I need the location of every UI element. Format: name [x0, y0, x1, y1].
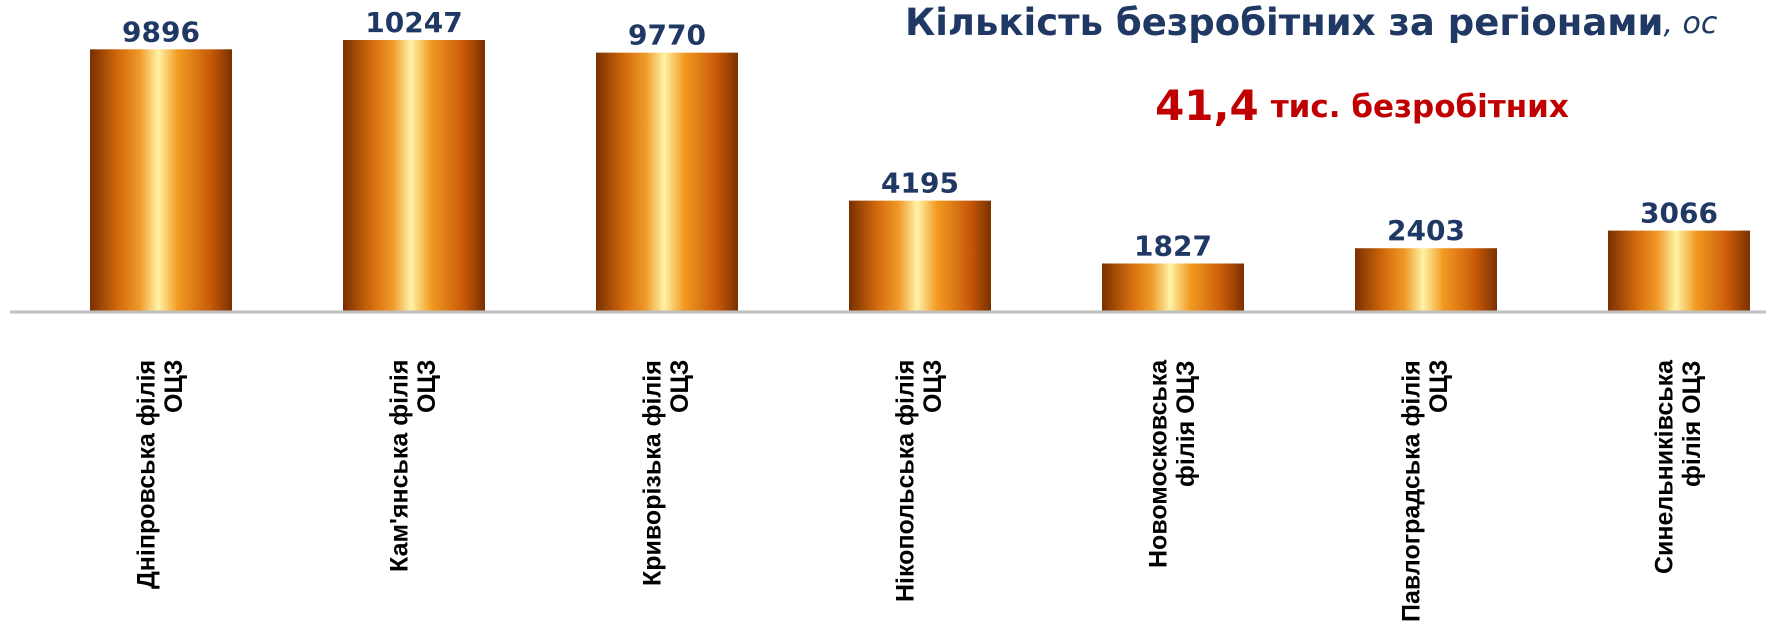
bar — [1102, 263, 1244, 312]
bar — [90, 49, 232, 312]
bar — [1608, 230, 1750, 312]
data-label: 3066 — [1640, 197, 1718, 230]
data-label: 1827 — [1134, 230, 1212, 263]
x-tick-label: Криворізька філія ОЦЗ — [638, 360, 695, 586]
title-suffix: , ос — [1663, 6, 1717, 41]
bar — [849, 200, 991, 312]
x-tick-label: Нікопольська філія ОЦЗ — [891, 360, 948, 603]
data-label: 9896 — [122, 15, 200, 48]
data-label: 10247 — [365, 6, 462, 39]
subtitle-number: 41,4 — [1155, 81, 1259, 130]
bar — [1355, 248, 1497, 312]
x-tick-label: Дніпровська філія ОЦЗ — [132, 360, 189, 590]
bar — [596, 52, 738, 312]
x-tick-label: Павлоградська філія ОЦЗ — [1397, 360, 1454, 622]
subtitle: 41,4 тис. безробітних — [1155, 81, 1569, 130]
data-label: 2403 — [1387, 214, 1465, 247]
x-tick-label: Синельниківська філія ОЦЗ — [1650, 360, 1707, 575]
bar — [343, 39, 485, 312]
data-label: 4195 — [881, 167, 959, 200]
data-label: 9770 — [628, 19, 706, 52]
x-tick-label: Кам'янська філія ОЦЗ — [385, 360, 442, 573]
subtitle-text: тис. безробітних — [1271, 89, 1569, 125]
title-main: Кількість безробітних за регіонами — [905, 1, 1663, 44]
chart-title: Кількість безробітних за регіонами, ос — [905, 1, 1718, 44]
x-tick-label: Новомосковська філія ОЦЗ — [1144, 360, 1201, 569]
